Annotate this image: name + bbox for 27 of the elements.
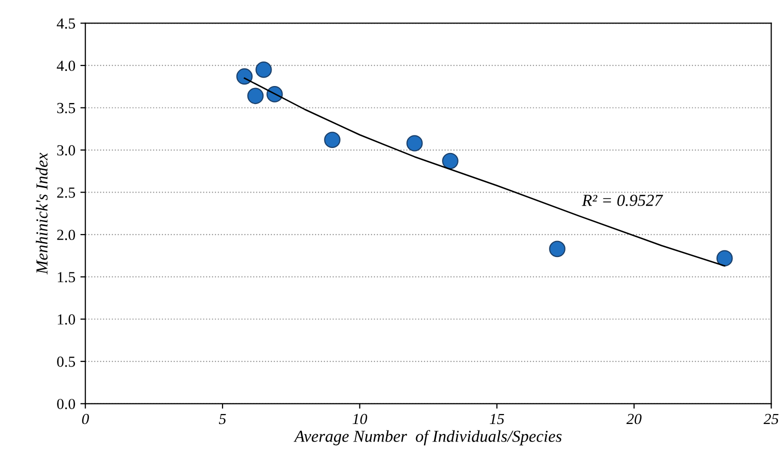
point <box>442 152 458 170</box>
x-tick-label: 15 <box>490 414 504 424</box>
x-tick-label: 5 <box>218 414 226 424</box>
y-tick-label: 0.0 <box>57 398 76 410</box>
point <box>256 62 272 78</box>
x-tick-label: 20 <box>626 414 642 424</box>
y-axis-title: Menhinick's Index <box>36 152 48 274</box>
annotation: R² = 0.9527 <box>582 194 664 206</box>
point <box>716 250 733 266</box>
y-tick-label: 3.0 <box>57 145 76 156</box>
y-tick-label: 4.5 <box>56 18 76 29</box>
point <box>406 135 423 152</box>
y-tick-label: 3.5 <box>57 102 76 114</box>
y-tick-label: 2.0 <box>57 230 76 240</box>
y-tick-label: 1.0 <box>58 314 76 325</box>
point <box>324 132 340 148</box>
y-tick-label: 2.5 <box>57 187 76 198</box>
point <box>236 68 253 85</box>
y-tick-label: 1.5 <box>58 272 76 282</box>
x-tick-label: 0 <box>82 414 89 424</box>
x-axis-title: Average Number of Individuals/Species <box>294 430 562 446</box>
x-tick-label: 25 <box>764 414 778 424</box>
y-tick-label: 4.0 <box>56 60 76 71</box>
x-tick-label: 10 <box>352 414 368 424</box>
point <box>247 88 264 104</box>
y-tick-label: 0.5 <box>57 356 76 367</box>
point <box>549 240 566 258</box>
